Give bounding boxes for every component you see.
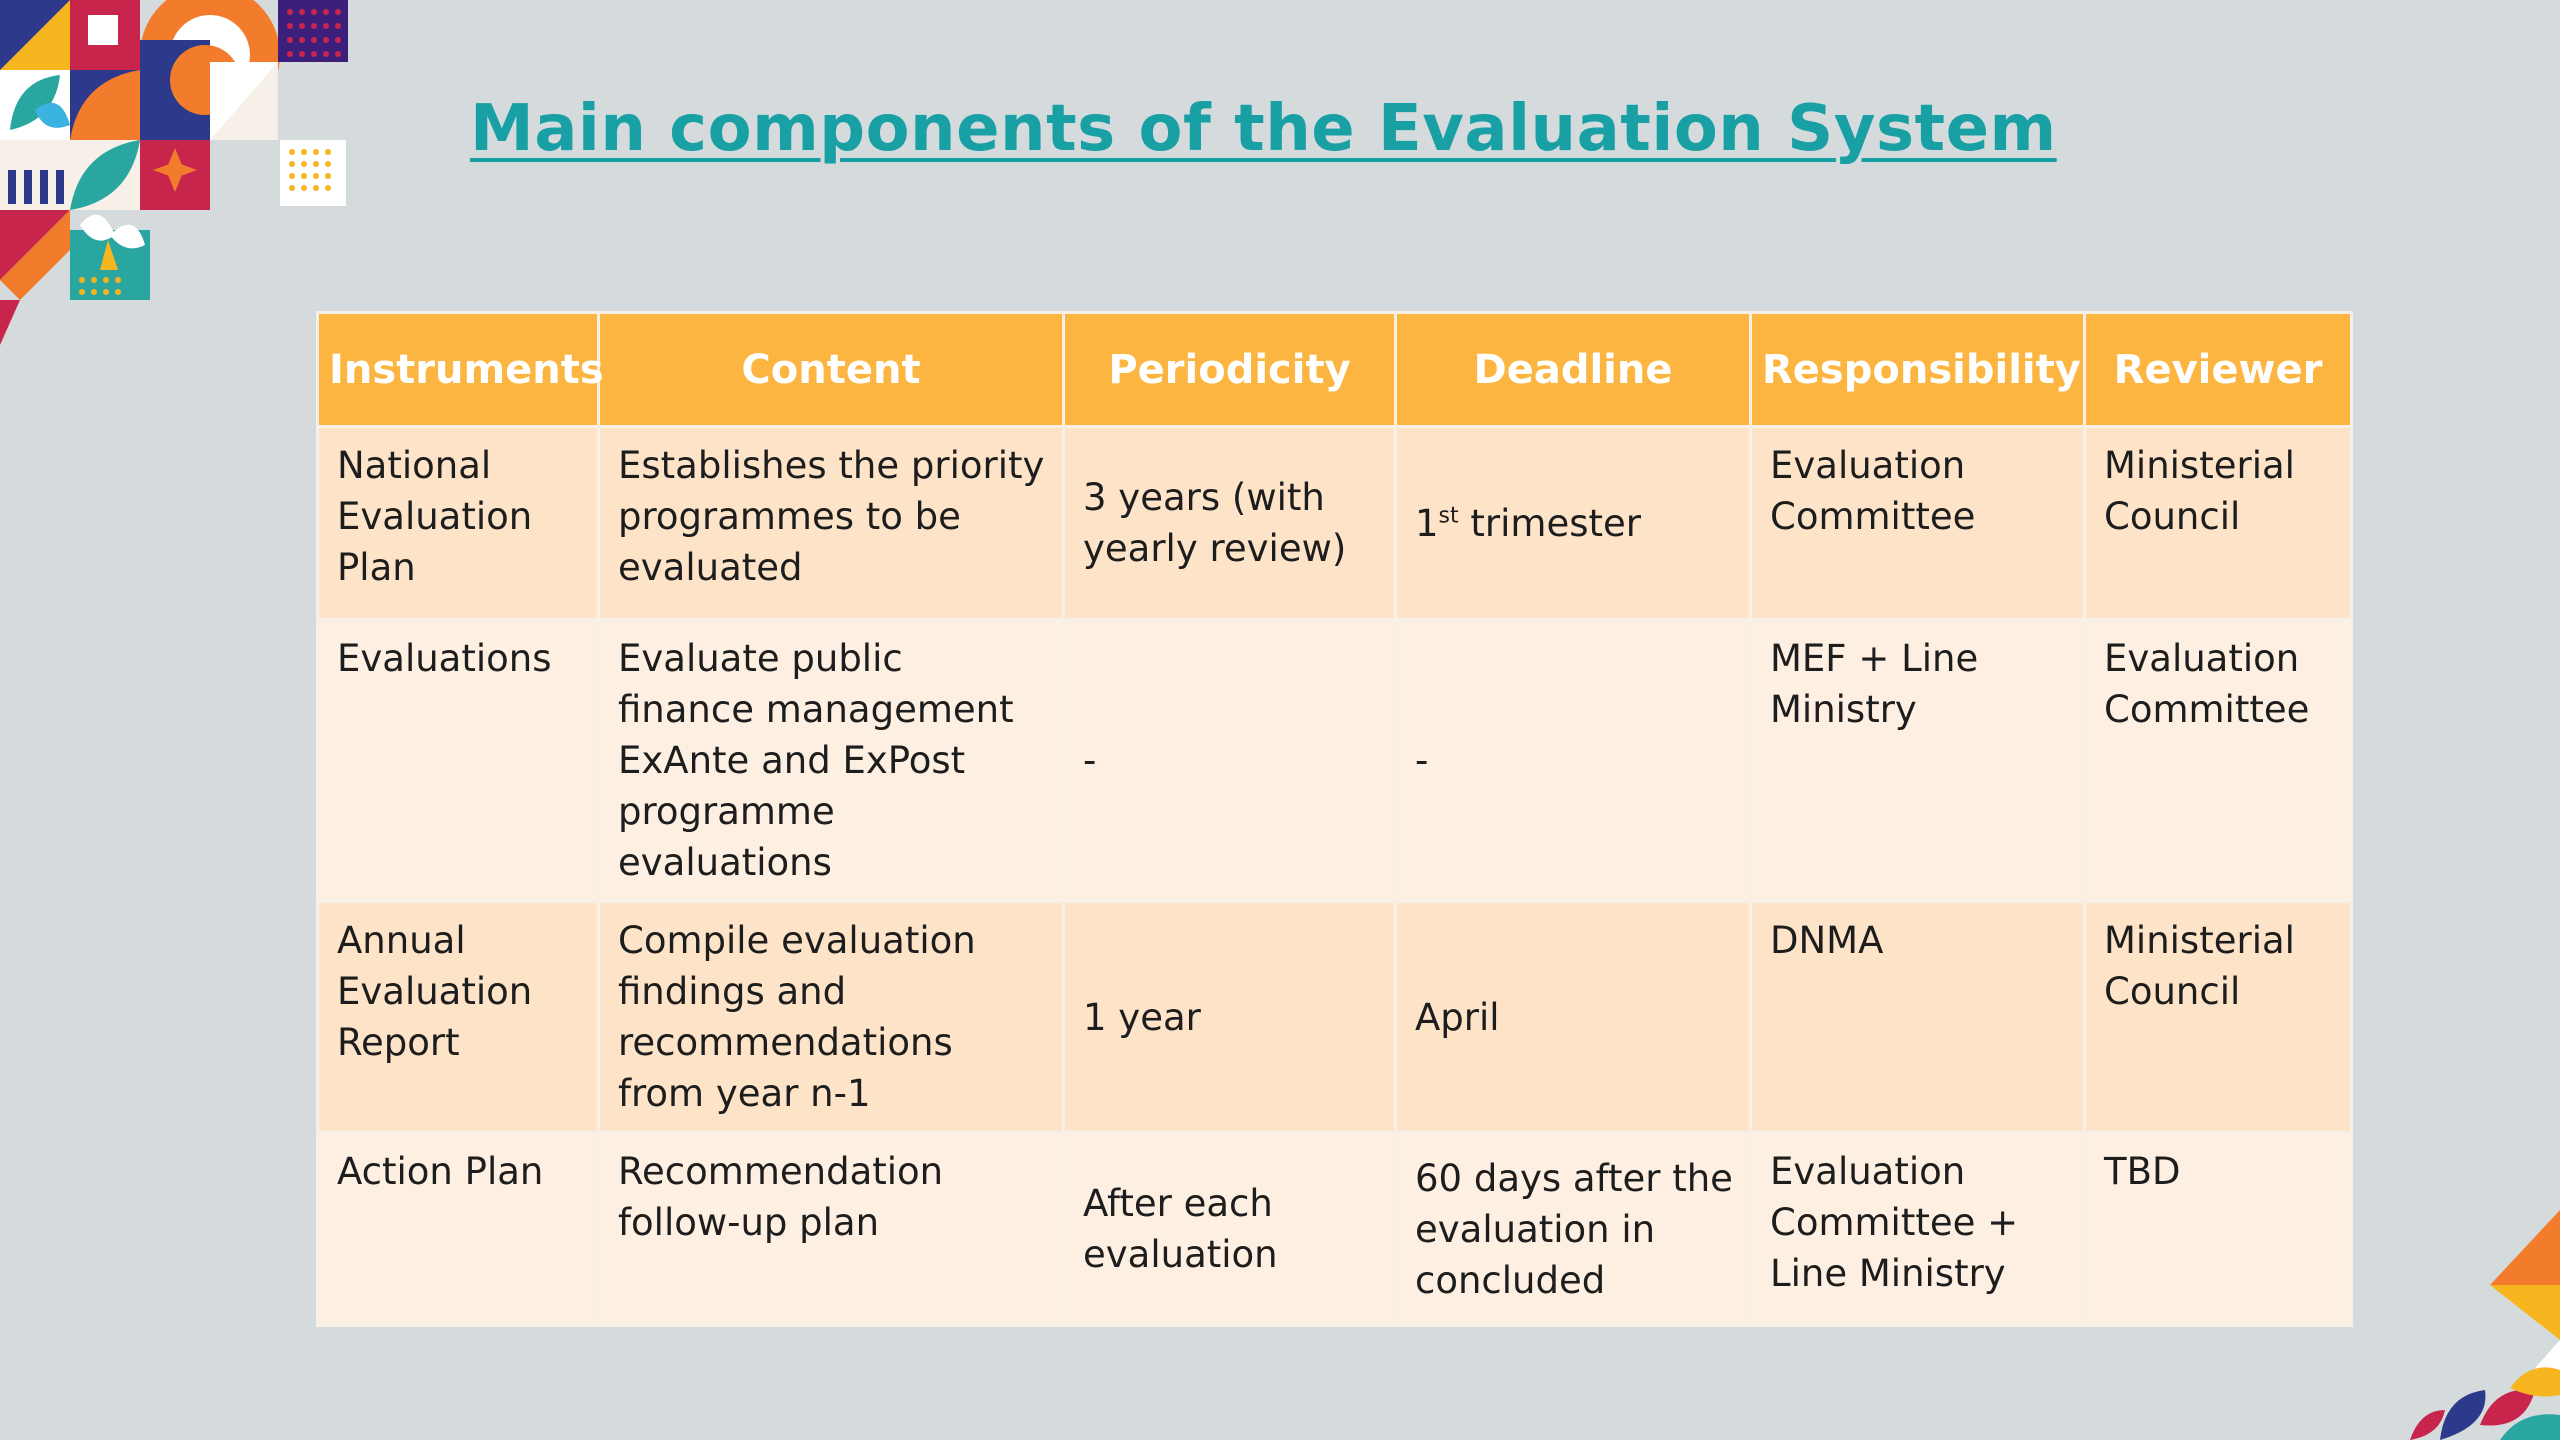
cell-responsibility: MEF + Line Ministry [1749,618,2086,903]
cell-deadline: - [1394,618,1752,903]
cell-content: Establishes the priority programmes to b… [597,425,1065,621]
cell-content: Compile evaluation findings and recommen… [597,900,1065,1134]
header-periodicity: Periodicity [1062,311,1397,428]
top-left-decoration [0,0,348,345]
table-row: National Evaluation Plan Establishes the… [316,425,2353,621]
cell-reviewer: TBD [2083,1131,2353,1327]
cell-instrument: Action Plan [316,1131,600,1327]
slide-title: Main components of the Evaluation System [470,92,2057,166]
cell-deadline: 1st trimester [1394,425,1752,621]
cell-periodicity: - [1062,618,1397,903]
header-responsibility: Responsibility [1749,311,2086,428]
evaluation-system-table: Instruments Content Periodicity Deadline… [316,311,2353,1327]
deadline-number: 1 [1415,501,1439,545]
deadline-text: trimester [1458,501,1641,545]
cell-responsibility: Evaluation Committee [1749,425,2086,621]
cell-reviewer: Ministerial Council [2083,425,2353,621]
header-reviewer: Reviewer [2083,311,2353,428]
cell-responsibility: Evaluation Committee + Line Ministry [1749,1131,2086,1327]
bottom-right-decoration [2410,1210,2560,1440]
cell-reviewer: Ministerial Council [2083,900,2353,1134]
content-line: Evaluate public finance management [618,637,1014,731]
header-deadline: Deadline [1394,311,1752,428]
cell-content: Evaluate public finance management ExAnt… [597,618,1065,903]
cell-instrument: Annual Evaluation Report [316,900,600,1134]
cell-periodicity: 3 years (with yearly review) [1062,425,1397,621]
cell-periodicity: 1 year [1062,900,1397,1134]
header-content: Content [597,311,1065,428]
cell-content: Recommendation follow-up plan [597,1131,1065,1327]
cell-instrument: Evaluations [316,618,600,903]
deadline-ordinal-suffix: st [1438,503,1459,529]
table-row: Action Plan Recommendation follow-up pla… [316,1131,2353,1327]
table-row: Annual Evaluation Report Compile evaluat… [316,900,2353,1134]
header-instruments: Instruments [316,311,604,428]
cell-reviewer: Evaluation Committee [2083,618,2353,903]
cell-responsibility: DNMA [1749,900,2086,1134]
content-line: ExAnte and ExPost programme evaluations [618,739,966,884]
table-header-row: Instruments Content Periodicity Deadline… [316,311,2353,428]
cell-instrument: National Evaluation Plan [316,425,600,621]
cell-deadline: April [1394,900,1752,1134]
cell-periodicity: After each evaluation [1062,1131,1397,1327]
table-row: Evaluations Evaluate public finance mana… [316,618,2353,903]
cell-deadline: 60 days after the evaluation in conclude… [1394,1131,1752,1327]
